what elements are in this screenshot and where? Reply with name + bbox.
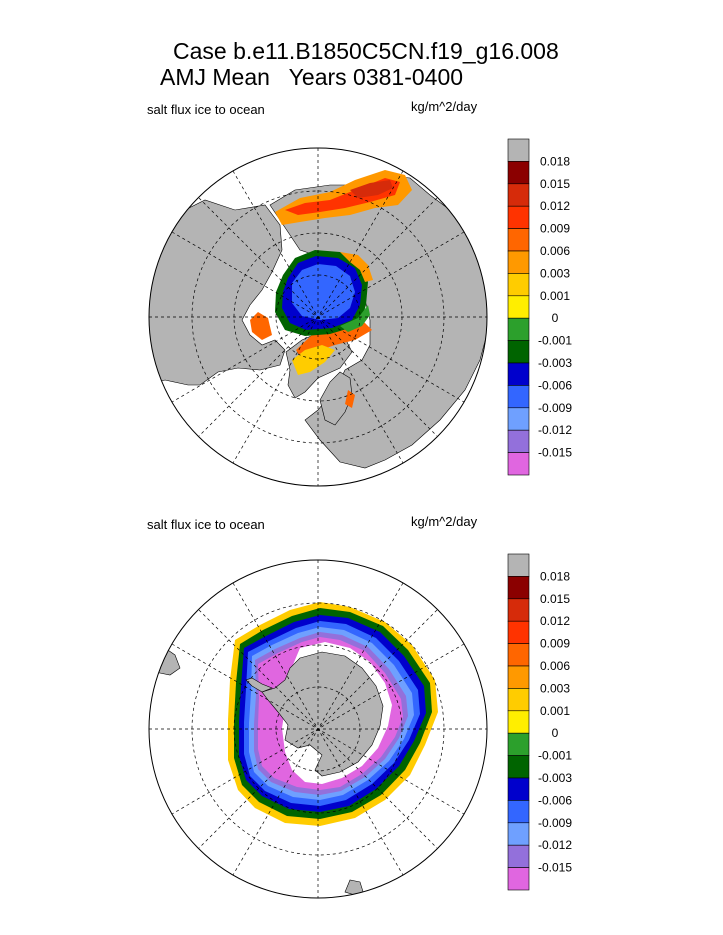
south-colorbar-swatch <box>507 553 530 577</box>
south-colorbar-swatch <box>507 755 530 779</box>
south-colorbar-tick-label: 0.018 <box>540 569 570 583</box>
north-panel-title: salt flux ice to ocean <box>147 102 265 117</box>
north-colorbar-swatch <box>507 250 530 274</box>
north-colorbar-tick-label: 0 <box>552 311 559 325</box>
south-colorbar: 0.018 0.015 0.012 0.009 0.006 0.003 0.001 0 -0.0… <box>507 553 572 891</box>
north-colorbar-swatch <box>507 340 530 364</box>
north-colorbar-swatch <box>507 362 530 386</box>
figure-title-case: Case b.e11.B1850C5CN.f19_g16.008 <box>173 38 559 64</box>
south-colorbar-swatch <box>507 777 530 801</box>
north-land-america <box>149 199 286 386</box>
south-colorbar-tick-label: 0.009 <box>540 637 570 651</box>
north-colorbar-swatch <box>507 228 530 252</box>
south-colorbar-tick-label: 0.015 <box>540 592 570 606</box>
south-polar-map <box>148 559 488 899</box>
north-colorbar-swatch <box>507 183 530 207</box>
south-panel-title: salt flux ice to ocean <box>147 517 265 532</box>
figure-title-period: AMJ Mean Years 0381-0400 <box>160 64 464 90</box>
north-colorbar-swatch <box>507 429 530 453</box>
north-colorbar-tick-label: 0.015 <box>540 177 570 191</box>
north-colorbar-tick-label: -0.015 <box>538 446 572 460</box>
north-colorbar-swatch <box>507 452 530 476</box>
south-colorbar-swatch <box>507 732 530 756</box>
north-colorbar-swatch <box>507 407 530 431</box>
north-colorbar-tick-label: 0.018 <box>540 154 570 168</box>
north-colorbar-tick-label: -0.001 <box>538 334 572 348</box>
south-colorbar-swatch <box>507 665 530 689</box>
north-colorbar-swatch <box>507 273 530 297</box>
south-colorbar-swatch <box>507 867 530 891</box>
north-colorbar-swatch <box>507 317 530 341</box>
north-colorbar: 0.018 0.015 0.012 0.009 0.006 0.003 0.001 0 -0.0… <box>507 138 572 476</box>
north-flux-hudson <box>250 312 272 340</box>
north-panel-units: kg/m^2/day <box>411 99 478 114</box>
north-flux-arctic-ice-edge <box>340 252 373 282</box>
north-colorbar-swatch <box>507 295 530 319</box>
north-colorbar-tick-label: -0.009 <box>538 401 572 415</box>
south-colorbar-tick-label: 0.006 <box>540 659 570 673</box>
north-colorbar-tick-label: 0.012 <box>540 199 570 213</box>
south-colorbar-tick-label: 0.001 <box>540 704 570 718</box>
north-colorbar-tick-label: 0.001 <box>540 289 570 303</box>
north-colorbar-swatch <box>507 385 530 409</box>
north-flux-arctic-ring <box>340 305 370 332</box>
south-colorbar-swatch <box>507 576 530 600</box>
south-colorbar-swatch <box>507 688 530 712</box>
north-colorbar-tick-label: -0.006 <box>538 378 572 392</box>
north-flux-arctic-blue <box>292 264 355 320</box>
south-panel-units: kg/m^2/day <box>411 514 478 529</box>
north-flux-siberian-peak <box>350 180 393 198</box>
north-graticule <box>149 148 487 486</box>
south-colorbar-swatch <box>507 643 530 667</box>
north-colorbar-swatch <box>507 161 530 185</box>
south-colorbar-tick-label: -0.009 <box>538 816 572 830</box>
north-colorbar-tick-label: 0.009 <box>540 222 570 236</box>
south-colorbar-swatch <box>507 800 530 824</box>
south-colorbar-tick-label: 0.012 <box>540 614 570 628</box>
south-colorbar-swatch <box>507 822 530 846</box>
south-colorbar-tick-label: -0.015 <box>538 861 572 875</box>
south-colorbar-tick-label: 0 <box>552 726 559 740</box>
south-colorbar-swatch <box>507 710 530 734</box>
north-flux-ice-edge-atlantic <box>292 345 335 375</box>
south-graticule <box>149 560 487 898</box>
north-colorbar-tick-label: -0.003 <box>538 356 572 370</box>
south-colorbar-swatch <box>507 844 530 868</box>
north-colorbar-tick-label: 0.003 <box>540 266 570 280</box>
north-colorbar-swatch <box>507 205 530 229</box>
south-colorbar-tick-label: -0.003 <box>538 771 572 785</box>
north-colorbar-tick-label: -0.012 <box>538 423 572 437</box>
south-colorbar-tick-label: -0.006 <box>538 793 572 807</box>
north-flux-east-green <box>345 390 355 408</box>
south-colorbar-tick-label: -0.001 <box>538 749 572 763</box>
north-polar-map <box>148 147 488 487</box>
south-colorbar-tick-label: 0.003 <box>540 681 570 695</box>
south-land-peninsula <box>245 677 273 693</box>
south-colorbar-swatch <box>507 620 530 644</box>
south-colorbar-tick-label: -0.012 <box>538 838 572 852</box>
north-colorbar-swatch <box>507 138 530 162</box>
south-colorbar-swatch <box>507 598 530 622</box>
north-colorbar-tick-label: 0.006 <box>540 244 570 258</box>
